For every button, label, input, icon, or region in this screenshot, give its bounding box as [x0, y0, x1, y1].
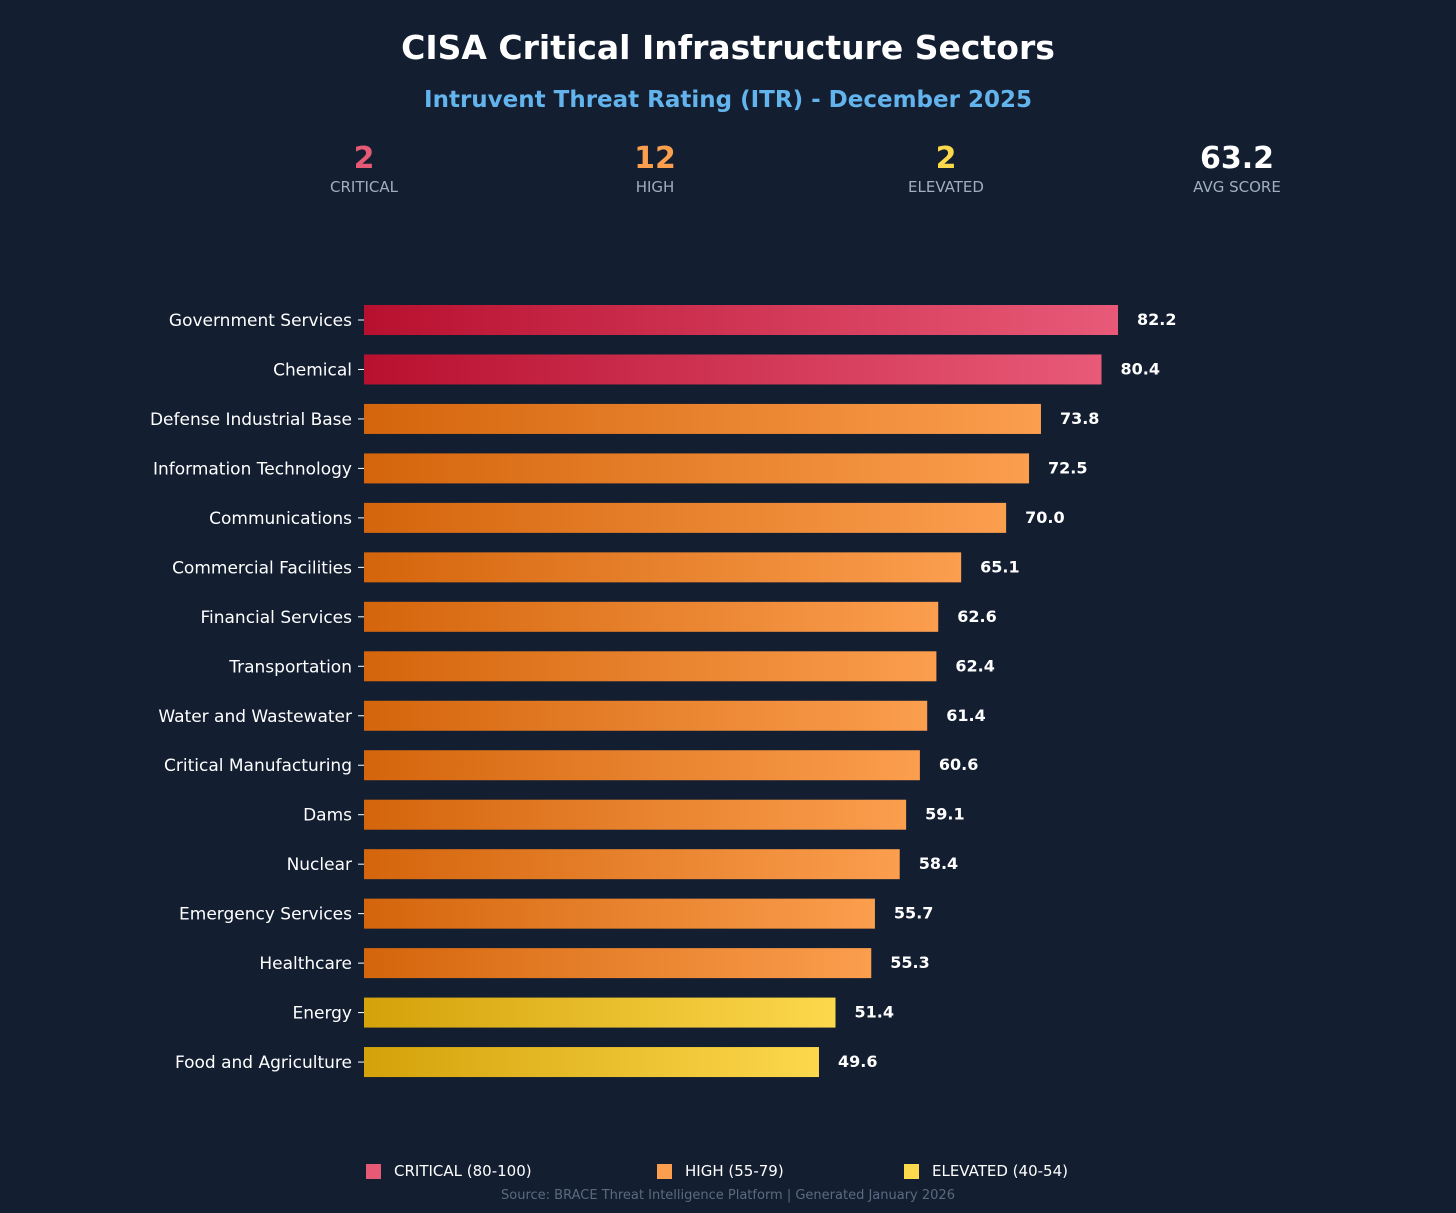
data-label: 61.4: [946, 706, 985, 725]
data-label: 62.4: [955, 656, 994, 675]
stat-high: 12 HIGH: [555, 140, 755, 196]
stat-elevated: 2 ELEVATED: [846, 140, 1046, 196]
y-tick-label: Critical Manufacturing: [164, 756, 352, 776]
source-note: Source: BRACE Threat Intelligence Platfo…: [501, 1188, 955, 1203]
stat-label: HIGH: [635, 178, 675, 196]
legend-label: HIGH (55-79): [685, 1162, 784, 1180]
bar-financial-services: [364, 601, 939, 632]
y-tick-label: Water and Wastewater: [158, 707, 352, 727]
bar-commercial-facilities: [364, 552, 962, 583]
legend-label: CRITICAL (80-100): [394, 1162, 532, 1180]
stat-value: 63.2: [1199, 141, 1275, 176]
y-tick-label: Government Services: [169, 311, 352, 331]
data-label: 55.3: [890, 953, 929, 972]
data-label: 58.4: [919, 854, 958, 873]
data-label: 51.4: [854, 1003, 893, 1022]
data-label: 55.7: [894, 904, 933, 923]
legend-item-critical: CRITICAL (80-100): [366, 1162, 532, 1180]
bar-transportation: [364, 651, 937, 682]
bar-dams: [364, 799, 907, 830]
bar-chemical: [364, 354, 1102, 385]
y-tick-label: Defense Industrial Base: [150, 410, 352, 430]
y-tick-label: Information Technology: [153, 459, 352, 479]
data-label: 72.5: [1048, 458, 1087, 477]
y-tick-label: Healthcare: [259, 954, 352, 974]
data-label: 82.2: [1137, 310, 1176, 329]
y-tick-label: Energy: [292, 1004, 352, 1024]
bar-critical-manufacturing: [364, 750, 920, 781]
legend-item-elevated: ELEVATED (40-54): [904, 1162, 1068, 1180]
data-label: 60.6: [939, 755, 978, 774]
bar-water-and-wastewater: [364, 700, 928, 731]
bar-defense-industrial-base: [364, 403, 1041, 434]
stat-value: 2: [935, 141, 957, 176]
stat-value: 12: [634, 141, 676, 176]
stat-avg-score: 63.2 AVG SCORE: [1137, 140, 1337, 196]
stat-label: ELEVATED: [908, 178, 984, 196]
bar-information-technology: [364, 453, 1030, 484]
data-label: 73.8: [1060, 409, 1099, 428]
chart-subtitle: Intruvent Threat Rating (ITR) - December…: [424, 87, 1032, 113]
chart-title: CISA Critical Infrastructure Sectors: [401, 28, 1055, 67]
bar-nuclear: [364, 849, 900, 880]
y-tick-label: Communications: [209, 509, 352, 529]
legend-swatch: [904, 1163, 919, 1179]
y-tick-label: Commercial Facilities: [172, 558, 352, 578]
data-label: 80.4: [1121, 359, 1160, 378]
data-label: 59.1: [925, 805, 964, 824]
legend-item-high: HIGH (55-79): [657, 1162, 784, 1180]
legend-swatch: [657, 1163, 672, 1179]
y-tick-label: Chemical: [273, 360, 352, 380]
y-tick-label: Financial Services: [200, 608, 352, 628]
y-tick-label: Emergency Services: [179, 905, 352, 925]
y-tick-label: Food and Agriculture: [175, 1053, 352, 1073]
bar-energy: [364, 997, 836, 1028]
bar-communications: [364, 502, 1007, 533]
y-tick-label: Dams: [303, 806, 352, 826]
legend-label: ELEVATED (40-54): [932, 1162, 1068, 1180]
bar-healthcare: [364, 948, 872, 979]
stat-label: AVG SCORE: [1193, 178, 1281, 196]
data-label: 70.0: [1025, 508, 1064, 527]
bar-emergency-services: [364, 898, 875, 929]
data-label: 65.1: [980, 557, 1019, 576]
data-label: 62.6: [957, 607, 996, 626]
legend-swatch: [366, 1163, 381, 1179]
stat-value: 2: [353, 141, 375, 176]
stat-critical: 2 CRITICAL: [264, 140, 464, 196]
data-label: 49.6: [838, 1052, 877, 1071]
stat-label: CRITICAL: [330, 178, 398, 196]
bar-government-services: [364, 305, 1119, 335]
y-tick-label: Transportation: [228, 657, 352, 677]
y-tick-label: Nuclear: [287, 855, 352, 875]
bar-food-and-agriculture: [364, 1047, 819, 1078]
